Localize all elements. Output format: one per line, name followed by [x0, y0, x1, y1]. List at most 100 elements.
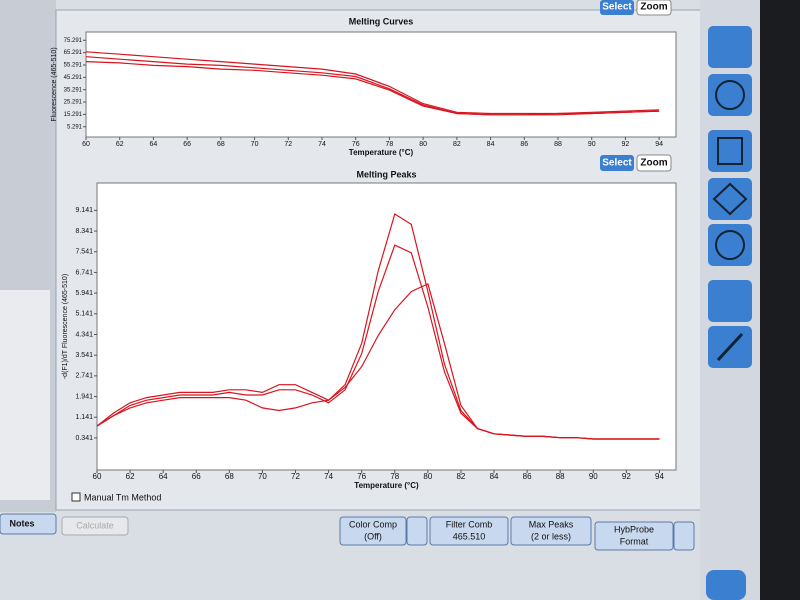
color-comp-state: (Off)	[364, 531, 382, 541]
filter-comb-button[interactable]	[429, 516, 509, 546]
x-tick-label: 82	[456, 472, 465, 481]
select-button[interactable]	[600, 0, 634, 15]
x-tick-label: 70	[258, 472, 267, 481]
chart-title: Melting Peaks	[356, 169, 416, 179]
x-tick-label: 66	[192, 472, 201, 481]
y-axis-label: Fluorescence (465-510)	[51, 47, 58, 121]
icon	[717, 137, 743, 165]
zoom-button[interactable]	[636, 154, 672, 172]
y-tick-label: 55.291	[64, 63, 83, 69]
notes-button[interactable]	[0, 513, 57, 535]
select-label: Select	[602, 158, 632, 169]
dropdown[interactable]	[406, 516, 428, 546]
tool-button[interactable]	[708, 224, 752, 266]
y-tick-label: 4.341	[75, 331, 93, 338]
notes-label: Notes	[9, 518, 34, 528]
x-tick-label: 68	[225, 472, 234, 481]
x-tick-label: 80	[423, 472, 432, 481]
zoom-label: Zoom	[640, 2, 667, 13]
x-tick-label: 60	[82, 141, 90, 148]
filter-comb-label: Filter Comb	[446, 519, 493, 529]
y-tick-label: 75.291	[64, 38, 83, 44]
hybprobe-label: HybProbe	[614, 524, 654, 534]
select-button[interactable]	[600, 155, 634, 171]
x-tick-label: 80	[419, 141, 427, 148]
x-tick-label: 70	[251, 141, 259, 148]
x-tick-label: 90	[589, 472, 598, 481]
y-tick-label: 5.291	[67, 124, 83, 130]
y-tick-label: 5.941	[75, 290, 93, 297]
plot-area	[96, 182, 677, 471]
dropdown[interactable]	[673, 521, 695, 551]
max-peaks-label: Max Peaks	[529, 519, 574, 529]
zoom-button[interactable]	[636, 0, 672, 16]
y-tick-label: 25.291	[64, 100, 83, 106]
checkbox[interactable]	[71, 492, 81, 502]
x-tick-label: 78	[386, 141, 394, 148]
x-tick-label: 86	[523, 472, 532, 481]
chart-title: Melting Curves	[349, 16, 414, 26]
color-comp-label: Color Comp	[349, 519, 397, 529]
x-tick-label: 92	[622, 141, 630, 148]
zoom-label: Zoom	[640, 158, 667, 169]
x-axis-label: Temperature (°C)	[349, 148, 414, 157]
calculate-label: Calculate	[76, 520, 114, 530]
x-tick-label: 84	[487, 141, 495, 148]
calculate-button[interactable]	[61, 516, 129, 536]
series-line	[85, 61, 660, 116]
tool-button[interactable]	[708, 280, 752, 322]
y-axis-label: -d(F1)/dT Fluorescence (465-510)	[62, 274, 69, 379]
x-tick-label: 90	[588, 141, 596, 148]
x-tick-label: 76	[352, 141, 360, 148]
x-tick-label: 60	[93, 472, 102, 481]
x-tick-label: 68	[217, 141, 225, 148]
tool-button[interactable]	[708, 26, 752, 68]
y-tick-label: 6.741	[75, 269, 93, 276]
max-peaks-button[interactable]	[510, 516, 592, 546]
filter-comb-value: 465.510	[453, 531, 486, 541]
x-tick-label: 84	[490, 472, 499, 481]
x-tick-label: 94	[655, 472, 664, 481]
help-button[interactable]	[706, 570, 746, 600]
tool-button[interactable]	[708, 130, 752, 172]
y-tick-label: 7.541	[75, 249, 93, 256]
x-tick-label: 64	[159, 472, 168, 481]
tool-button[interactable]	[708, 178, 752, 220]
tool-button[interactable]	[708, 74, 752, 116]
plot-area	[85, 31, 677, 138]
x-tick-label: 88	[554, 141, 562, 148]
x-tick-label: 72	[284, 141, 292, 148]
icon	[716, 332, 744, 362]
y-tick-label: 8.341	[75, 228, 93, 235]
y-tick-label: 45.291	[64, 75, 83, 81]
hybprobe-button[interactable]	[594, 521, 674, 551]
left-list	[0, 290, 50, 500]
tool-icons	[706, 26, 752, 600]
x-tick-label: 78	[390, 472, 399, 481]
hybprobe-format: Format	[620, 536, 649, 546]
x-tick-label: 74	[324, 472, 333, 481]
charts: Melting Curves Temperature (°C) Fluorescen…	[51, 16, 677, 490]
bezel	[760, 0, 800, 600]
x-tick-label: 74	[318, 141, 326, 148]
x-tick-label: 88	[556, 472, 565, 481]
x-tick-label: 86	[520, 141, 528, 148]
max-peaks-value: (2 or less)	[531, 531, 571, 541]
select-label: Select	[602, 2, 632, 13]
x-tick-label: 64	[150, 141, 158, 148]
icon	[712, 182, 748, 216]
x-tick-label: 62	[126, 472, 135, 481]
x-tick-label: 92	[622, 472, 631, 481]
icon	[715, 230, 745, 260]
y-tick-label: 65.291	[64, 50, 83, 56]
y-tick-label: 15.291	[64, 112, 83, 118]
y-tick-label: 2.741	[75, 373, 93, 380]
icon	[715, 80, 745, 110]
x-tick-label: 94	[655, 141, 663, 148]
y-tick-label: 3.541	[75, 352, 93, 359]
x-tick-label: 72	[291, 472, 300, 481]
x-tick-label: 76	[357, 472, 366, 481]
y-tick-label: 1.141	[75, 414, 93, 421]
color-comp-button[interactable]	[339, 516, 407, 546]
